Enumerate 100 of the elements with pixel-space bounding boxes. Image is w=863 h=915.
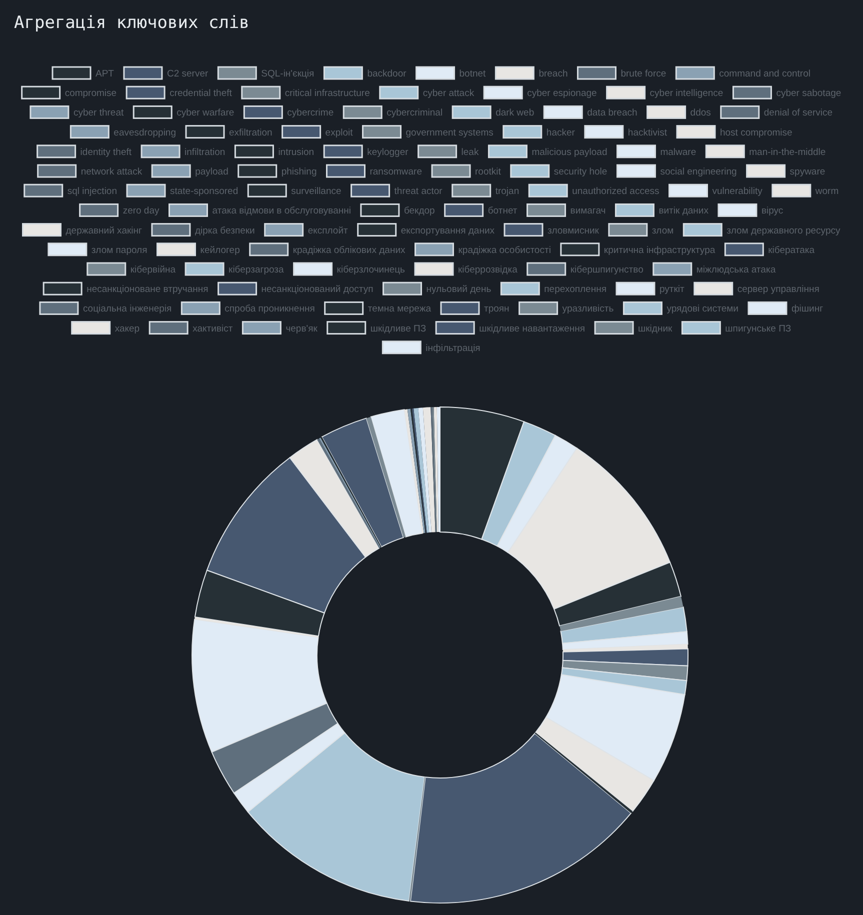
legend-label: вірус [761, 206, 784, 217]
legend-label: міжлюдська атака [696, 264, 776, 276]
legend-label: phishing [281, 166, 317, 178]
legend-label: denial of service [764, 108, 833, 119]
legend-label: урядові системи [666, 304, 738, 315]
legend-label: дірка безпеки [194, 225, 255, 236]
donut-slice [366, 416, 406, 538]
legend-label: кібератака [768, 244, 816, 256]
legend-label: злом пароля [91, 244, 148, 256]
donut-slice [408, 777, 426, 902]
legend-label: крадіжка особистості [458, 244, 551, 256]
legend-label: social engineering [660, 166, 737, 178]
donut-slice [321, 418, 404, 548]
legend-label: cybercrime [287, 108, 334, 119]
legend-label: SQL-ін'єкція [261, 68, 314, 80]
legend-label: exfiltration [229, 127, 272, 138]
legend-label: eavesdropping [114, 127, 176, 138]
legend-label: cybercriminal [386, 108, 443, 119]
legend-label: сервер управління [737, 284, 820, 296]
legend-label: кейлогер [200, 244, 240, 256]
donut-slice [422, 407, 436, 532]
legend-label: cyber attack [422, 88, 474, 100]
legend-label: експлойт [308, 225, 349, 236]
legend-label: шпигунське ПЗ [725, 323, 792, 334]
legend-label: ddos [690, 108, 712, 119]
legend-label: уразливість [562, 304, 614, 315]
legend-label: критична інфраструктура [604, 244, 716, 256]
legend-label: хактивіст [192, 323, 234, 334]
legend-label: зловмисник [548, 225, 600, 236]
legend-label: кіберзагроза [228, 264, 285, 276]
legend-label: C2 server [166, 68, 208, 80]
legend-label: hacker [546, 127, 575, 138]
legend-label: кібершпигунство [570, 264, 644, 276]
legend-label: security hole [554, 166, 608, 178]
legend-label: host compromise [720, 127, 792, 138]
legend-label: malicious payload [532, 146, 608, 158]
legend-label: exploit [325, 127, 354, 138]
legend-label: spyware [790, 166, 826, 178]
legend-label: malware [660, 146, 696, 158]
legend-label: кіберзлочинець [336, 264, 406, 276]
legend-label: command and control [719, 68, 811, 80]
legend-label: витік даних [658, 206, 709, 217]
legend-label: data breach [587, 108, 638, 119]
legend-label: leak [461, 146, 479, 158]
legend-label: несанкціоноване втручання [86, 284, 208, 296]
legend-label: бекдор [404, 206, 435, 217]
legend-label: cyber intelligence [650, 88, 724, 100]
legend-label: network attack [80, 166, 142, 178]
legend-label: unauthorized access [572, 186, 660, 198]
legend-label: соціальна інженерія [82, 304, 172, 315]
legend-label: крадіжка облікових даних [292, 244, 406, 256]
legend-label: surveillance [291, 186, 342, 198]
legend-label: breach [538, 68, 568, 80]
legend-label: шкідливе навантаження [479, 323, 586, 334]
legend-label: атака відмови в обслуговуванні [212, 206, 351, 217]
legend-label: шкідливе ПЗ [370, 323, 426, 334]
legend-label: brute force [620, 68, 666, 80]
legend-label: identity theft [80, 146, 132, 158]
legend-label: critical infrastructure [284, 88, 370, 100]
legend-label: cyber espionage [527, 88, 597, 100]
legend-label: government systems [406, 127, 494, 138]
legend-label: payload [195, 166, 228, 178]
legend-label: state-sponsored [170, 186, 238, 198]
legend-label: compromise [64, 88, 117, 100]
legend-label: rootkit [475, 166, 502, 178]
donut-slice [418, 408, 432, 532]
legend-label: троян [484, 304, 510, 315]
legend-label: keylogger [367, 146, 408, 158]
legend-label: нульовий день [426, 284, 492, 296]
legend-label: credential theft [170, 88, 232, 100]
legend-label: worm [814, 186, 839, 198]
donut-slice [436, 407, 440, 532]
donut-slice [560, 596, 684, 632]
legend-label: cyber threat [73, 108, 124, 119]
legend-label: ботнет [488, 206, 518, 217]
legend-label: державний хакінг [66, 225, 142, 236]
legend-label: zero day [122, 206, 160, 217]
donut-slice [370, 409, 423, 538]
legend-label: trojan [495, 186, 520, 198]
legend-label: ransomware [370, 166, 422, 178]
legend-label: botnet [459, 68, 486, 80]
legend-label: черв'як [286, 323, 318, 334]
legend-label: темна мережа [368, 304, 432, 315]
chart-title: Агрегація ключових слів [14, 13, 250, 33]
donut-slice [534, 732, 633, 814]
legend-label: хакер [114, 323, 140, 334]
legend-label: vulnerability [712, 186, 763, 198]
legend-label: вимагач [570, 206, 606, 217]
legend-label: інфільтрація [426, 342, 480, 354]
legend-label: шкідник [638, 323, 674, 334]
legend-label: експортування даних [400, 225, 495, 236]
legend-label: фішинг [791, 304, 824, 315]
legend-label: спроба проникнення [224, 304, 315, 315]
legend-label: man-in-the-middle [749, 146, 826, 158]
legend-label: кіберрозвідка [458, 264, 518, 276]
legend-label: intrusion [278, 146, 314, 158]
legend-label: backdoor [367, 68, 406, 80]
legend-label: кібервійна [130, 264, 176, 276]
legend-label: несанкціонований доступ [261, 284, 374, 296]
legend-label: threat actor [394, 186, 442, 198]
